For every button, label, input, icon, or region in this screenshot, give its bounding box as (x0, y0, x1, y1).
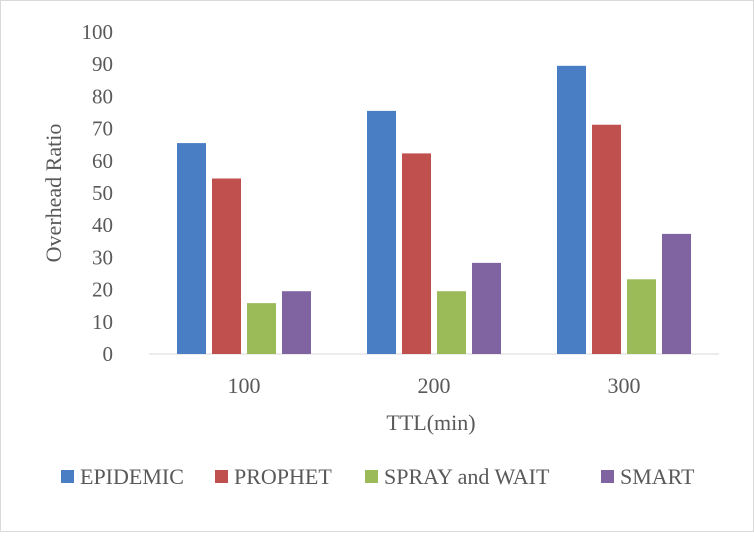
y-tick-label: 80 (92, 84, 113, 108)
y-tick-label: 70 (92, 117, 113, 141)
legend-swatch-spray-and-wait (365, 470, 378, 483)
bar-smart-100 (282, 291, 311, 354)
bar-prophet-300 (592, 124, 621, 355)
bar-epidemic-300 (557, 65, 586, 354)
bar-prophet-100 (212, 178, 241, 354)
x-tick-label: 100 (228, 373, 261, 398)
legend-label: EPIDEMIC (80, 464, 184, 489)
bar-spray-and-wait-200 (437, 291, 466, 354)
bar-smart-200 (472, 262, 501, 354)
legend-label: SMART (620, 464, 695, 489)
legend-swatch-prophet (215, 470, 228, 483)
y-axis-label: Overhead Ratio (41, 124, 66, 263)
legend-swatch-smart (601, 470, 614, 483)
y-tick-label: 100 (82, 20, 114, 44)
bars-group (177, 65, 691, 355)
bar-prophet-200 (402, 153, 431, 354)
y-tick-label: 90 (92, 52, 113, 76)
y-tick-label: 60 (92, 149, 113, 173)
y-tick-label: 0 (103, 342, 114, 366)
y-axis-ticks: 0 10 20 30 40 50 60 70 80 90 100 (82, 20, 114, 366)
legend-label: PROPHET (234, 464, 332, 489)
y-tick-label: 20 (92, 278, 113, 302)
bar-spray-and-wait-300 (627, 279, 656, 354)
legend: EPIDEMIC PROPHET SPRAY and WAIT SMART (61, 464, 695, 489)
y-tick-label: 50 (92, 181, 113, 205)
bar-spray-and-wait-100 (247, 303, 276, 354)
x-axis-label: TTL(min) (386, 410, 475, 435)
bar-epidemic-200 (367, 110, 396, 354)
y-tick-label: 40 (92, 213, 113, 237)
legend-label: SPRAY and WAIT (384, 464, 550, 489)
bar-smart-300 (662, 233, 691, 354)
y-tick-label: 30 (92, 245, 113, 269)
x-tick-label: 200 (418, 373, 451, 398)
x-tick-label: 300 (608, 373, 641, 398)
y-tick-label: 10 (92, 310, 113, 334)
legend-swatch-epidemic (61, 470, 74, 483)
bar-epidemic-100 (177, 143, 206, 354)
x-axis-ticks: 100 200 300 (228, 373, 641, 398)
